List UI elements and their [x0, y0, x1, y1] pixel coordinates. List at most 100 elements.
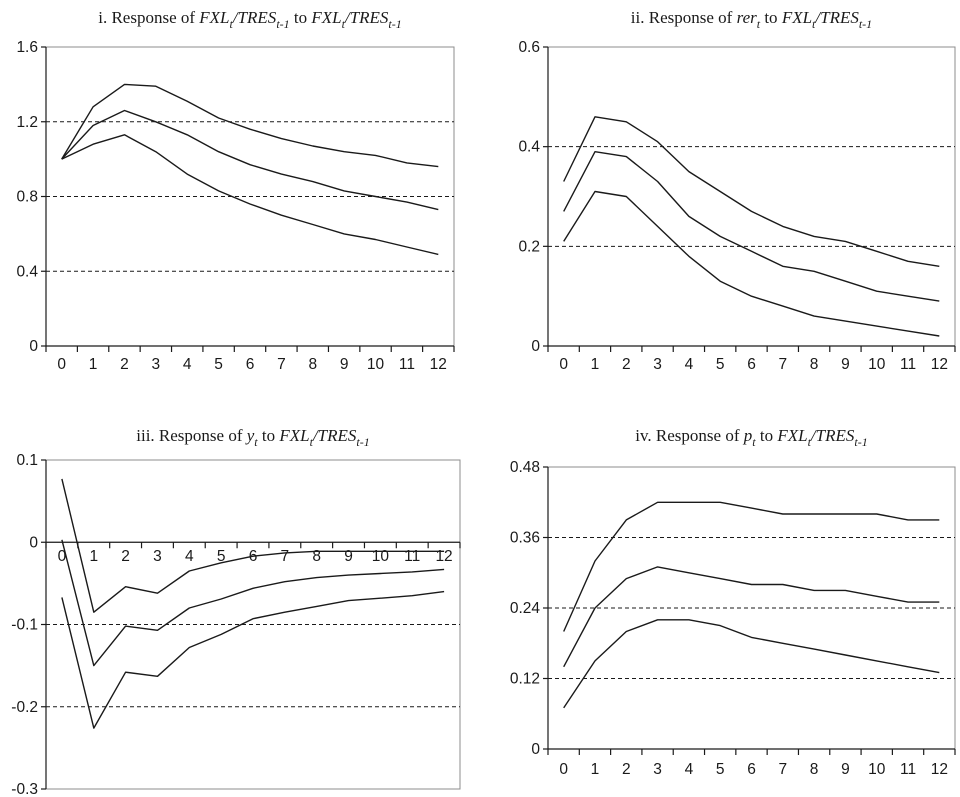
- y-tick-label-3: 0.36: [510, 530, 540, 547]
- y-tick-label-4: 1.6: [16, 39, 38, 56]
- x-tick-label-3: 3: [653, 356, 662, 373]
- plot-frame: [547, 46, 956, 347]
- x-tick-label-12: 12: [430, 356, 447, 373]
- x-tick-label-9: 9: [344, 548, 353, 565]
- chart-title: ii. Response of rert to FXLt/TRESt-1: [631, 8, 872, 31]
- series-line-3: [61, 590, 445, 729]
- title-segment: /TRES: [810, 426, 855, 445]
- title-segment: FXL: [278, 426, 309, 445]
- title-segment: t-1: [388, 17, 401, 31]
- x-tick-label-0: 0: [559, 761, 568, 778]
- x-tick-label-10: 10: [367, 356, 385, 373]
- x-tick-label-7: 7: [277, 356, 286, 373]
- y-tick-label-3: 0.6: [518, 39, 540, 56]
- title-segment: iv. Response of: [635, 426, 743, 445]
- y-tick-label-0: 0: [531, 338, 540, 355]
- x-tick-label-7: 7: [778, 356, 787, 373]
- title-segment: iii. Response of: [136, 426, 247, 445]
- y-tick-label-1: -0.2: [11, 699, 38, 716]
- series-line-2: [563, 151, 940, 302]
- series-line-3: [61, 134, 439, 256]
- y-tick-label-4: 0.1: [16, 452, 38, 469]
- x-tick-label-12: 12: [931, 356, 948, 373]
- series-line-3: [563, 190, 940, 337]
- y-tick-label-1: 0.4: [16, 263, 38, 280]
- x-tick-label-8: 8: [308, 356, 317, 373]
- y-tick-label-2: -0.1: [11, 617, 38, 634]
- x-tick-label-3: 3: [653, 761, 662, 778]
- y-tick-label-3: 0: [29, 534, 38, 551]
- x-tick-label-0: 0: [559, 356, 568, 373]
- title-segment: t: [752, 435, 756, 449]
- title-segment: t-1: [276, 17, 289, 31]
- x-tick-label-9: 9: [340, 356, 349, 373]
- x-tick-label-9: 9: [841, 761, 850, 778]
- title-segment: rer: [737, 8, 758, 27]
- series-line-2: [61, 539, 445, 667]
- y-tick-label-4: 0.48: [510, 459, 540, 476]
- title-segment: /TRES: [814, 8, 859, 27]
- y-tick-label-3: 1.2: [16, 114, 38, 131]
- title-segment: FXL: [781, 8, 812, 27]
- y-tick-label-2: 0.8: [16, 189, 38, 206]
- x-tick-label-11: 11: [900, 356, 916, 373]
- x-tick-label-4: 4: [685, 761, 694, 778]
- series-line-2: [563, 566, 940, 668]
- x-tick-label-12: 12: [931, 761, 948, 778]
- title-segment: t-1: [859, 17, 872, 31]
- x-tick-label-5: 5: [716, 356, 725, 373]
- x-tick-label-8: 8: [810, 356, 819, 373]
- title-segment: t: [254, 435, 258, 449]
- title-segment: /TRES: [312, 426, 357, 445]
- x-tick-label-11: 11: [900, 761, 916, 778]
- series-line-3: [563, 619, 940, 709]
- x-tick-label-7: 7: [281, 548, 290, 565]
- chart-title: iii. Response of yt to FXLt/TRESt-1: [136, 426, 370, 449]
- title-segment: t: [310, 435, 314, 449]
- title-segment: t: [812, 17, 816, 31]
- series-line-1: [61, 83, 439, 168]
- x-tick-label-11: 11: [404, 548, 420, 565]
- title-segment: to: [290, 8, 312, 27]
- x-tick-label-2: 2: [622, 761, 631, 778]
- series-line-2: [61, 109, 439, 211]
- title-segment: p: [743, 426, 753, 445]
- x-tick-label-3: 3: [153, 548, 162, 565]
- title-segment: /TRES: [232, 8, 277, 27]
- series-line-1: [563, 501, 940, 632]
- y-tick-label-0: 0: [531, 741, 540, 758]
- x-tick-label-4: 4: [183, 356, 192, 373]
- title-segment: to: [258, 426, 280, 445]
- y-tick-label-1: 0.2: [518, 238, 540, 255]
- y-tick-label-0: -0.3: [11, 781, 38, 797]
- x-tick-label-5: 5: [217, 548, 226, 565]
- chart-title: i. Response of FXLt/TRESt-1 to FXLt/TRES…: [98, 8, 402, 31]
- x-tick-label-11: 11: [399, 356, 415, 373]
- x-tick-label-4: 4: [685, 356, 694, 373]
- x-tick-label-8: 8: [312, 548, 321, 565]
- title-segment: t-1: [854, 435, 867, 449]
- title-segment: t: [230, 17, 234, 31]
- title-segment: t: [757, 17, 761, 31]
- chart-title: iv. Response of pt to FXLt/TRESt-1: [635, 426, 867, 449]
- x-tick-label-5: 5: [716, 761, 725, 778]
- y-tick-label-2: 0.24: [510, 600, 541, 617]
- x-tick-label-6: 6: [747, 356, 756, 373]
- title-segment: t-1: [356, 435, 369, 449]
- x-tick-label-3: 3: [152, 356, 161, 373]
- x-tick-label-10: 10: [868, 761, 886, 778]
- x-tick-label-9: 9: [841, 356, 850, 373]
- title-segment: ii. Response of: [631, 8, 737, 27]
- x-tick-label-1: 1: [591, 356, 600, 373]
- x-tick-label-8: 8: [810, 761, 819, 778]
- y-tick-label-1: 0.12: [510, 671, 540, 688]
- y-tick-label-2: 0.4: [518, 139, 540, 156]
- x-tick-label-4: 4: [185, 548, 194, 565]
- title-segment: FXL: [198, 8, 229, 27]
- x-tick-label-10: 10: [372, 548, 390, 565]
- chart-panel-1: 00.40.81.21.60 1 2 3 4 5 6 7 8 9 10 11 12i. Response…: [16, 8, 455, 373]
